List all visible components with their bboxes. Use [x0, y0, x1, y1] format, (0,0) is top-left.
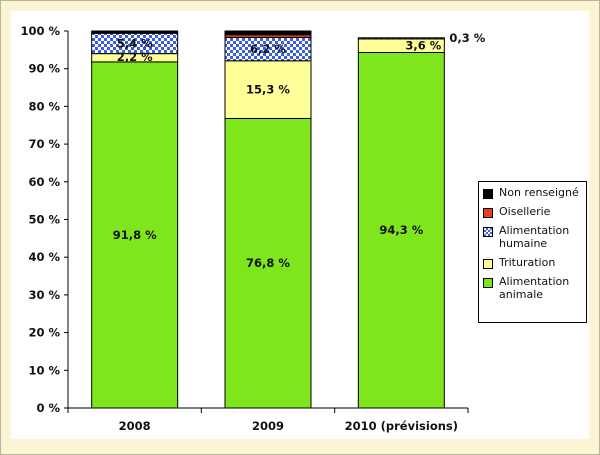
y-tick-label: 80 % [28, 99, 60, 113]
y-tick-label: 90 % [28, 62, 60, 76]
y-tick-label: 30 % [28, 288, 60, 302]
y-tick-label: 70 % [28, 137, 60, 151]
data-label: 5,4 % [117, 36, 153, 50]
y-tick-label: 10 % [28, 363, 60, 377]
legend-swatch [483, 208, 493, 218]
legend-item: Alimentation humaine [483, 224, 582, 250]
x-category-label: 2008 [119, 419, 151, 433]
legend-label: Non renseigné [499, 186, 579, 199]
stacked-bar-chart: 0 % 10 % 20 % 30 % 40 % 50 % 60 % 70 % 80 % 90 % 1… [20, 24, 485, 433]
y-tick-label: 20 % [28, 326, 60, 340]
y-tick-label: 100 % [20, 24, 60, 38]
legend-item: Non renseigné [483, 186, 582, 199]
y-tick-label: 60 % [28, 175, 60, 189]
legend-swatch [483, 227, 493, 237]
data-label: 15,3 % [246, 83, 290, 97]
data-label: 76,8 % [246, 256, 290, 270]
data-label: 6,2 % [250, 42, 286, 56]
y-tick-label: 50 % [28, 213, 60, 227]
legend-label: Alimentation humaine [499, 224, 570, 250]
legend-swatch [483, 278, 493, 288]
legend-item: Oisellerie [483, 205, 582, 218]
legend-label: Alimentation animale [499, 275, 570, 301]
legend-swatch [483, 259, 493, 269]
bar-segment-3-3 [357, 37, 445, 40]
legend-label: Trituration [499, 256, 556, 269]
data-label: 91,8 % [113, 228, 157, 242]
bar-segment-5-2 [224, 30, 312, 36]
x-category-label: 2009 [252, 419, 284, 433]
legend-swatch [483, 189, 493, 199]
bar-segment-2-2 [224, 60, 312, 119]
plot-area: 0 % 10 % 20 % 30 % 40 % 50 % 60 % 70 % 80 % 90 % 1… [11, 11, 589, 439]
legend-label: Oisellerie [499, 205, 551, 218]
x-category-label: 2010 (prévisions) [345, 419, 458, 433]
data-label: 2,2 % [117, 50, 153, 64]
bar-segment-1-2 [224, 117, 312, 409]
y-tick-label: 40 % [28, 250, 60, 264]
legend-item: Trituration [483, 256, 582, 269]
bar-segment-1-3 [357, 51, 445, 409]
data-label: 0,3 % [449, 31, 485, 45]
legend: Non renseigné Oisellerie Alimentation huma… [478, 181, 587, 323]
data-label: 94,3 % [379, 223, 423, 237]
bar-segment-5-1 [91, 30, 179, 34]
legend-item: Alimentation animale [483, 275, 582, 301]
y-tick-label: 0 % [36, 401, 60, 415]
data-label: 3,6 % [405, 39, 441, 53]
bar-segment-1-1 [91, 61, 179, 409]
